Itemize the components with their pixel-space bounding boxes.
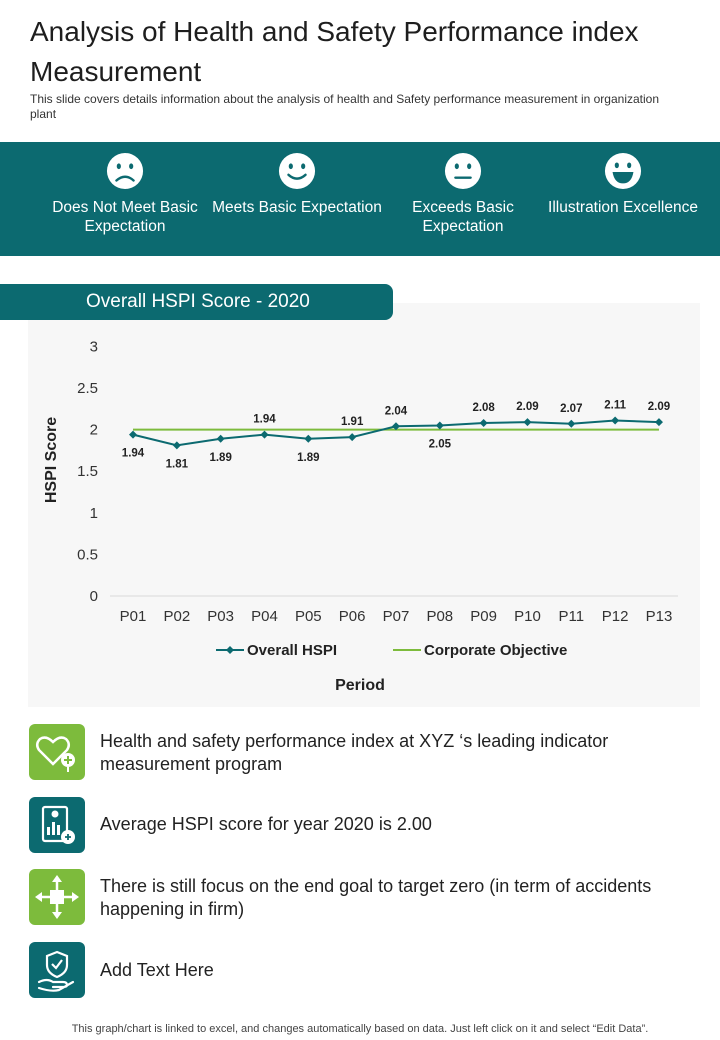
x-tick-label: P03 [207, 608, 234, 625]
data-point [304, 434, 313, 443]
page-title: Analysis of Health and Safety Performanc… [30, 16, 639, 87]
data-label: 1.94 [253, 414, 276, 426]
legend-marker-overall-hspi [226, 646, 234, 654]
data-label: 2.08 [472, 402, 495, 414]
chart-area [28, 303, 700, 707]
heart-plus-icon [29, 724, 85, 780]
x-tick-label: P09 [470, 608, 497, 625]
level-label: Illustration Excellence [548, 199, 698, 216]
x-tick-label: P06 [339, 608, 366, 625]
bullet-icon-box [29, 724, 85, 780]
x-tick-label: P12 [602, 608, 629, 625]
y-tick-label: 0 [90, 588, 98, 605]
data-label: 2.09 [648, 401, 670, 413]
hspi-line-chart: 0 0.5 1 1.5 2 2.5 3 P01 P02 P03 P04 P05 P06 P07 P08 P09… [43, 338, 678, 694]
legend-label-corporate-objective: Corporate Objective [424, 642, 567, 659]
x-tick-label: P08 [426, 608, 453, 625]
page-subtitle: This slide covers details information ab… [30, 92, 660, 121]
level-label: Meets Basic Expectation [212, 199, 382, 216]
x-tick-label: P13 [646, 608, 673, 625]
bullet-icon-box [29, 942, 85, 998]
data-label: 1.81 [166, 458, 189, 470]
data-point [611, 416, 620, 425]
data-point [216, 434, 225, 443]
data-label: 1.94 [122, 448, 145, 460]
level-excellence: Illustration Excellence [538, 152, 708, 217]
x-tick-label: P01 [120, 608, 147, 625]
expectation-band: Does Not Meet Basic Expectation Meets Ba… [0, 142, 720, 256]
chart-title: Overall HSPI Score - 2020 [0, 284, 393, 320]
neutral-face-icon [444, 152, 482, 190]
data-point [567, 419, 576, 428]
data-point [391, 422, 400, 431]
x-tick-label: P11 [559, 608, 585, 625]
focus-arrows-icon [29, 869, 85, 925]
data-point [654, 418, 663, 427]
level-meets: Meets Basic Expectation [212, 152, 382, 217]
level-label: Does Not Meet Basic Expectation [52, 199, 198, 235]
data-label: 1.91 [341, 416, 364, 428]
level-exceeds: Exceeds Basic Expectation [378, 152, 548, 236]
y-tick-label: 3 [90, 338, 98, 355]
x-axis-label: Period [335, 677, 385, 694]
smile-face-icon [278, 152, 316, 190]
data-point [129, 430, 137, 439]
data-label: 2.07 [560, 403, 582, 415]
y-tick-label: 1 [90, 505, 98, 522]
data-label: 2.05 [429, 438, 452, 450]
data-label: 1.89 [209, 452, 231, 464]
x-tick-label: P02 [163, 608, 190, 625]
sad-face-icon [106, 152, 144, 190]
x-tick-label: P07 [383, 608, 410, 625]
data-label: 2.04 [385, 405, 408, 417]
y-axis-label: HSPI Score [43, 417, 60, 503]
bullet-text: Health and safety performance index at X… [100, 731, 609, 774]
data-label: 2.11 [604, 399, 626, 411]
bullet-icon-box [29, 869, 85, 925]
x-tick-label: P10 [514, 608, 541, 625]
shield-hand-icon [29, 942, 85, 998]
bullet-text: There is still focus on the end goal to … [100, 876, 652, 919]
bullet-icon-box [29, 797, 85, 853]
level-does-not-meet: Does Not Meet Basic Expectation [40, 152, 210, 236]
grin-face-icon [604, 152, 642, 190]
data-point [348, 433, 357, 442]
data-point [523, 418, 532, 427]
data-label: 2.09 [516, 401, 538, 413]
data-point [172, 441, 181, 450]
bullet-text: Add Text Here [100, 960, 214, 980]
data-point [479, 418, 488, 427]
data-point [260, 430, 269, 439]
x-tick-label: P05 [295, 608, 322, 625]
y-tick-label: 2.5 [77, 380, 98, 397]
y-tick-label: 2 [90, 422, 98, 439]
footnote: This graph/chart is linked to excel, and… [71, 1023, 649, 1035]
report-chart-icon [29, 797, 85, 853]
bullet-text: Average HSPI score for year 2020 is 2.00 [100, 814, 432, 834]
y-tick-label: 0.5 [77, 546, 98, 563]
data-point [435, 421, 444, 430]
y-tick-label: 1.5 [77, 463, 98, 480]
legend-label-overall-hspi: Overall HSPI [247, 642, 337, 659]
x-tick-label: P04 [251, 608, 278, 625]
level-label: Exceeds Basic Expectation [412, 199, 514, 235]
data-label: 1.89 [297, 452, 319, 464]
